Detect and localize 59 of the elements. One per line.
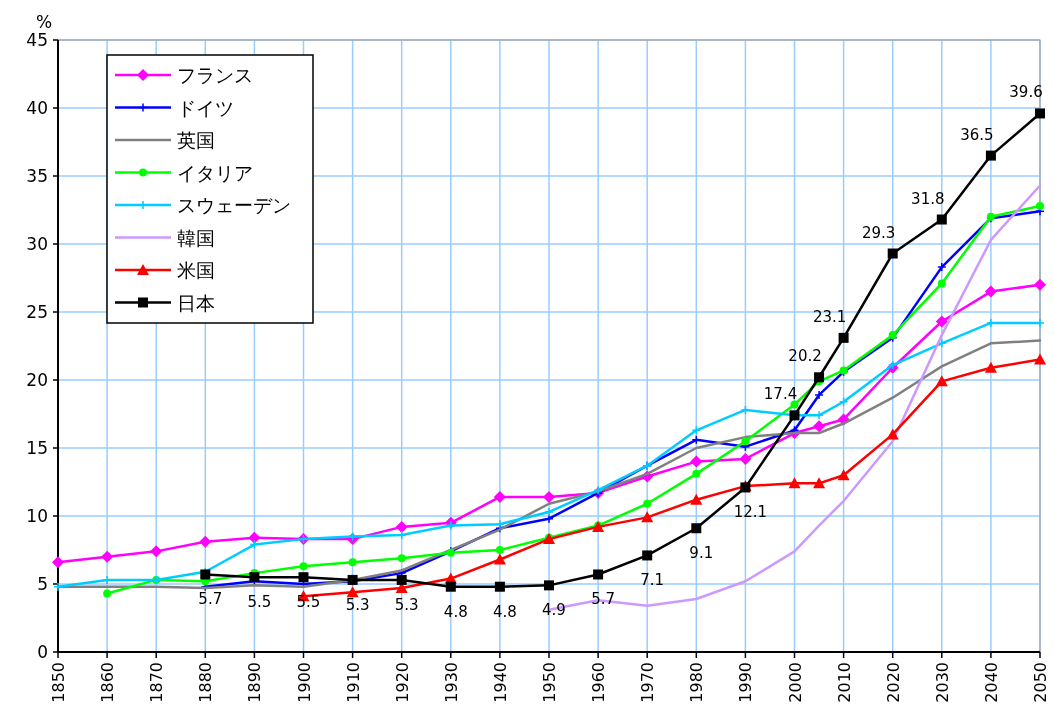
data-label: 4.8 bbox=[492, 602, 517, 621]
data-label: 5.3 bbox=[394, 595, 419, 614]
x-tick-label: 1980 bbox=[687, 662, 707, 703]
y-tick-label: 45 bbox=[26, 30, 48, 50]
y-tick-label: 5 bbox=[37, 574, 48, 594]
x-tick-label: 2010 bbox=[834, 662, 854, 703]
legend-label: スウェーデン bbox=[177, 194, 291, 216]
data-label: 17.4 bbox=[763, 385, 798, 404]
data-label: 12.1 bbox=[733, 503, 768, 522]
x-tick-label: 1860 bbox=[98, 662, 118, 703]
x-tick-label: 1970 bbox=[638, 662, 658, 703]
x-tick-label: 1870 bbox=[147, 662, 167, 703]
x-tick-label: 2040 bbox=[981, 662, 1001, 703]
data-label: 5.3 bbox=[345, 595, 370, 614]
legend-label: 韓国 bbox=[177, 226, 215, 249]
data-label: 4.8 bbox=[443, 602, 468, 621]
y-tick-label: 15 bbox=[26, 438, 48, 458]
x-tick-label: 1910 bbox=[343, 662, 363, 703]
data-label: 5.5 bbox=[296, 593, 321, 612]
data-label: 39.6 bbox=[1009, 83, 1043, 102]
x-tick-label: 1890 bbox=[245, 662, 265, 703]
x-tick-label: 2000 bbox=[785, 662, 805, 703]
x-tick-label: 2020 bbox=[883, 662, 903, 703]
x-tick-label: 1960 bbox=[589, 662, 609, 703]
data-label: 20.2 bbox=[788, 347, 822, 366]
data-label: 7.1 bbox=[640, 571, 665, 590]
x-tick-label: 1950 bbox=[540, 662, 559, 703]
legend-label: 日本 bbox=[177, 291, 215, 314]
x-tick-label: 1920 bbox=[392, 662, 412, 703]
data-label: 29.3 bbox=[862, 223, 896, 242]
data-label: 5.5 bbox=[247, 593, 272, 612]
x-tick-label: 2050 bbox=[1031, 662, 1050, 703]
y-axis-title: % bbox=[36, 12, 53, 32]
y-tick-label: 0 bbox=[37, 642, 48, 662]
x-tick-label: 1940 bbox=[490, 662, 510, 703]
data-label: 4.9 bbox=[542, 601, 566, 620]
legend-label: 英国 bbox=[177, 129, 215, 151]
legend-label: フランス bbox=[177, 64, 253, 86]
data-label: 5.7 bbox=[198, 590, 223, 609]
y-tick-label: 30 bbox=[26, 234, 48, 254]
y-tick-label: 25 bbox=[26, 302, 48, 322]
y-tick-label: 20 bbox=[26, 370, 48, 390]
y-tick-label: 10 bbox=[26, 506, 48, 526]
data-label: 23.1 bbox=[812, 307, 847, 326]
y-tick-label: 35 bbox=[26, 166, 48, 186]
x-tick-label: 1990 bbox=[736, 662, 756, 703]
legend-label: ドイツ bbox=[177, 96, 234, 119]
x-tick-label: 1850 bbox=[49, 662, 68, 703]
legend-label: 米国 bbox=[177, 259, 215, 281]
legend-label: イタリア bbox=[177, 161, 253, 184]
x-tick-label: 1930 bbox=[441, 662, 461, 703]
x-tick-label: 2030 bbox=[932, 662, 952, 703]
data-label: 5.7 bbox=[591, 590, 616, 609]
data-label: 31.8 bbox=[911, 189, 945, 208]
x-tick-label: 1880 bbox=[196, 662, 216, 703]
data-label: 36.5 bbox=[960, 125, 994, 144]
x-tick-label: 1900 bbox=[294, 662, 314, 703]
data-label: 9.1 bbox=[689, 544, 714, 563]
y-tick-label: 40 bbox=[26, 98, 48, 118]
